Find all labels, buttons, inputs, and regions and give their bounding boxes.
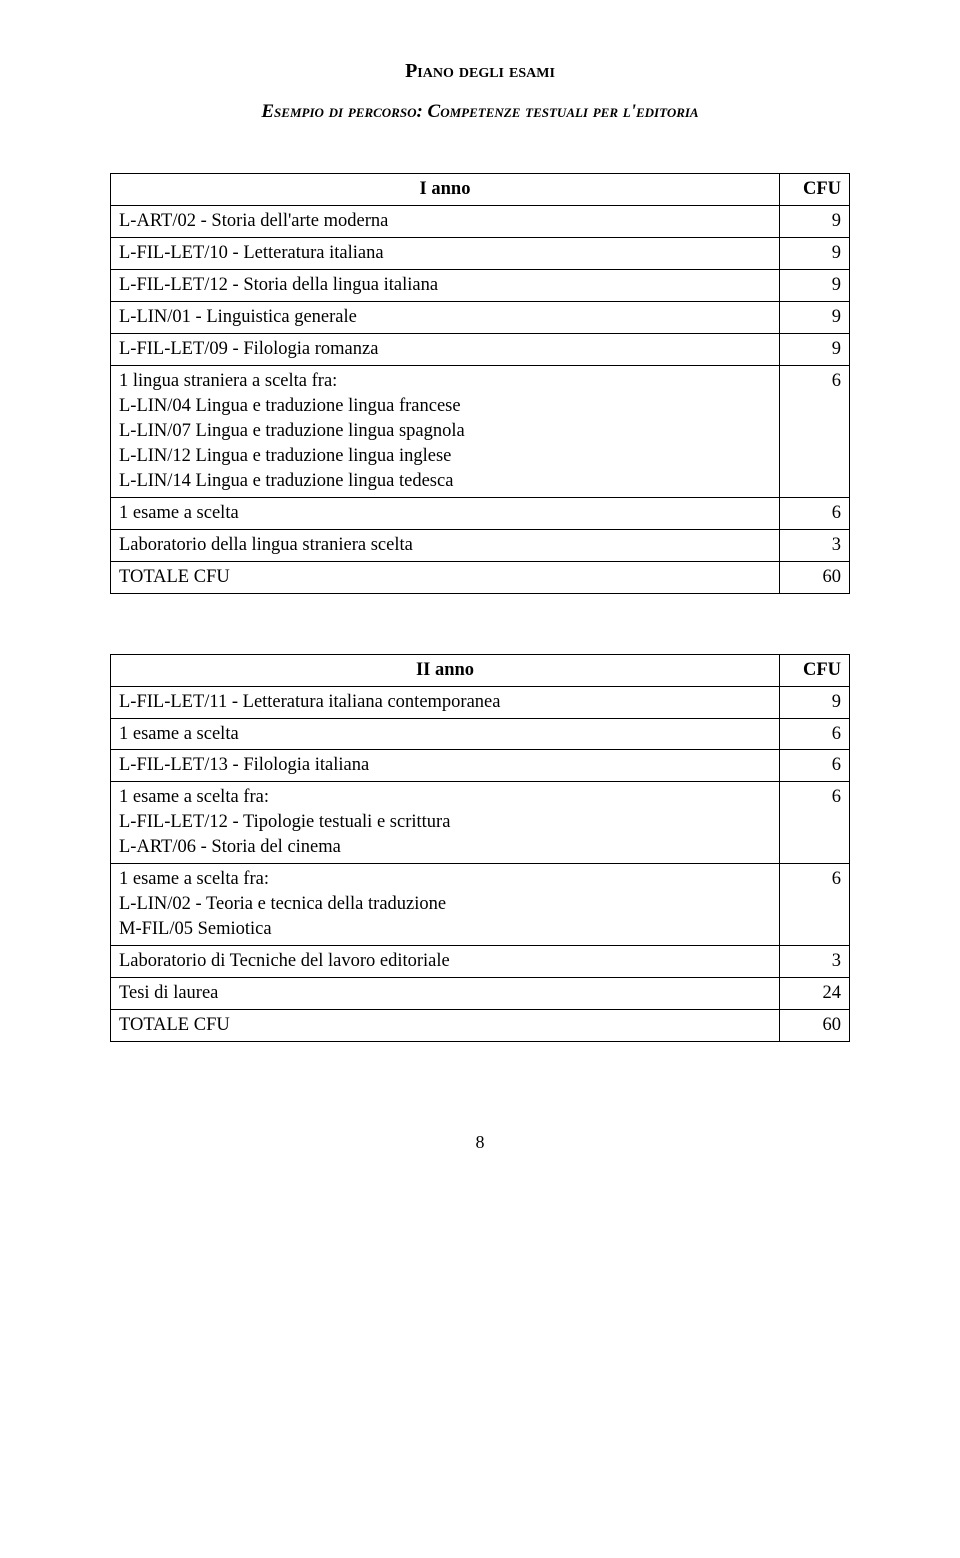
row-cfu: 9: [780, 269, 850, 301]
table-row: 1 esame a scelta fra: L-LIN/02 - Teoria …: [111, 864, 850, 946]
table2-header-right: CFU: [780, 654, 850, 686]
table-row: Laboratorio della lingua straniera scelt…: [111, 529, 850, 561]
row-cfu: 9: [780, 237, 850, 269]
table-row: TOTALE CFU60: [111, 1010, 850, 1042]
row-cfu: 9: [780, 333, 850, 365]
table-row: 1 esame a scelta fra: L-FIL-LET/12 - Tip…: [111, 782, 850, 864]
row-label: L-FIL-LET/09 - Filologia romanza: [111, 333, 780, 365]
table-row: Laboratorio di Tecniche del lavoro edito…: [111, 946, 850, 978]
table-row: L-FIL-LET/12 - Storia della lingua itali…: [111, 269, 850, 301]
page-number: 8: [110, 1132, 850, 1153]
table-row: L-FIL-LET/10 - Letteratura italiana9: [111, 237, 850, 269]
table2-header-left: II anno: [111, 654, 780, 686]
table-row: L-FIL-LET/13 - Filologia italiana6: [111, 750, 850, 782]
table1-header-right: CFU: [780, 174, 850, 206]
row-cfu: 9: [780, 205, 850, 237]
row-cfu: 3: [780, 946, 850, 978]
row-label: TOTALE CFU: [111, 1010, 780, 1042]
row-label: 1 esame a scelta: [111, 497, 780, 529]
row-cfu: 6: [780, 718, 850, 750]
page-title: Piano degli esami: [110, 60, 850, 83]
table1-header-left: I anno: [111, 174, 780, 206]
table-row: Tesi di laurea24: [111, 978, 850, 1010]
table-anno-2: II anno CFU L-FIL-LET/11 - Letteratura i…: [110, 654, 850, 1043]
table-row: L-LIN/01 - Linguistica generale9: [111, 301, 850, 333]
table-header-row: I anno CFU: [111, 174, 850, 206]
table-row: TOTALE CFU60: [111, 561, 850, 593]
row-cfu: 6: [780, 864, 850, 946]
row-label: L-LIN/01 - Linguistica generale: [111, 301, 780, 333]
row-cfu: 9: [780, 686, 850, 718]
table-row: 1 esame a scelta6: [111, 497, 850, 529]
row-label: L-FIL-LET/12 - Storia della lingua itali…: [111, 269, 780, 301]
table-anno-1: I anno CFU L-ART/02 - Storia dell'arte m…: [110, 173, 850, 594]
row-label: L-FIL-LET/10 - Letteratura italiana: [111, 237, 780, 269]
row-label: 1 esame a scelta: [111, 718, 780, 750]
row-cfu: 6: [780, 497, 850, 529]
table-row: 1 esame a scelta6: [111, 718, 850, 750]
row-cfu: 60: [780, 561, 850, 593]
row-cfu: 24: [780, 978, 850, 1010]
row-label: 1 esame a scelta fra: L-FIL-LET/12 - Tip…: [111, 782, 780, 864]
row-label: L-FIL-LET/13 - Filologia italiana: [111, 750, 780, 782]
row-label: Tesi di laurea: [111, 978, 780, 1010]
table-row: L-FIL-LET/09 - Filologia romanza9: [111, 333, 850, 365]
row-label: Laboratorio di Tecniche del lavoro edito…: [111, 946, 780, 978]
row-label: 1 esame a scelta fra: L-LIN/02 - Teoria …: [111, 864, 780, 946]
row-cfu: 6: [780, 782, 850, 864]
row-label: TOTALE CFU: [111, 561, 780, 593]
row-cfu: 60: [780, 1010, 850, 1042]
row-label: 1 lingua straniera a scelta fra: L-LIN/0…: [111, 365, 780, 497]
table-row: 1 lingua straniera a scelta fra: L-LIN/0…: [111, 365, 850, 497]
row-cfu: 9: [780, 301, 850, 333]
table-row: L-ART/02 - Storia dell'arte moderna9: [111, 205, 850, 237]
row-cfu: 3: [780, 529, 850, 561]
row-label: L-FIL-LET/11 - Letteratura italiana cont…: [111, 686, 780, 718]
row-cfu: 6: [780, 365, 850, 497]
table-row: L-FIL-LET/11 - Letteratura italiana cont…: [111, 686, 850, 718]
row-label: Laboratorio della lingua straniera scelt…: [111, 529, 780, 561]
table-header-row: II anno CFU: [111, 654, 850, 686]
row-cfu: 6: [780, 750, 850, 782]
page-subtitle: Esempio di percorso: Competenze testuali…: [110, 101, 850, 123]
row-label: L-ART/02 - Storia dell'arte moderna: [111, 205, 780, 237]
